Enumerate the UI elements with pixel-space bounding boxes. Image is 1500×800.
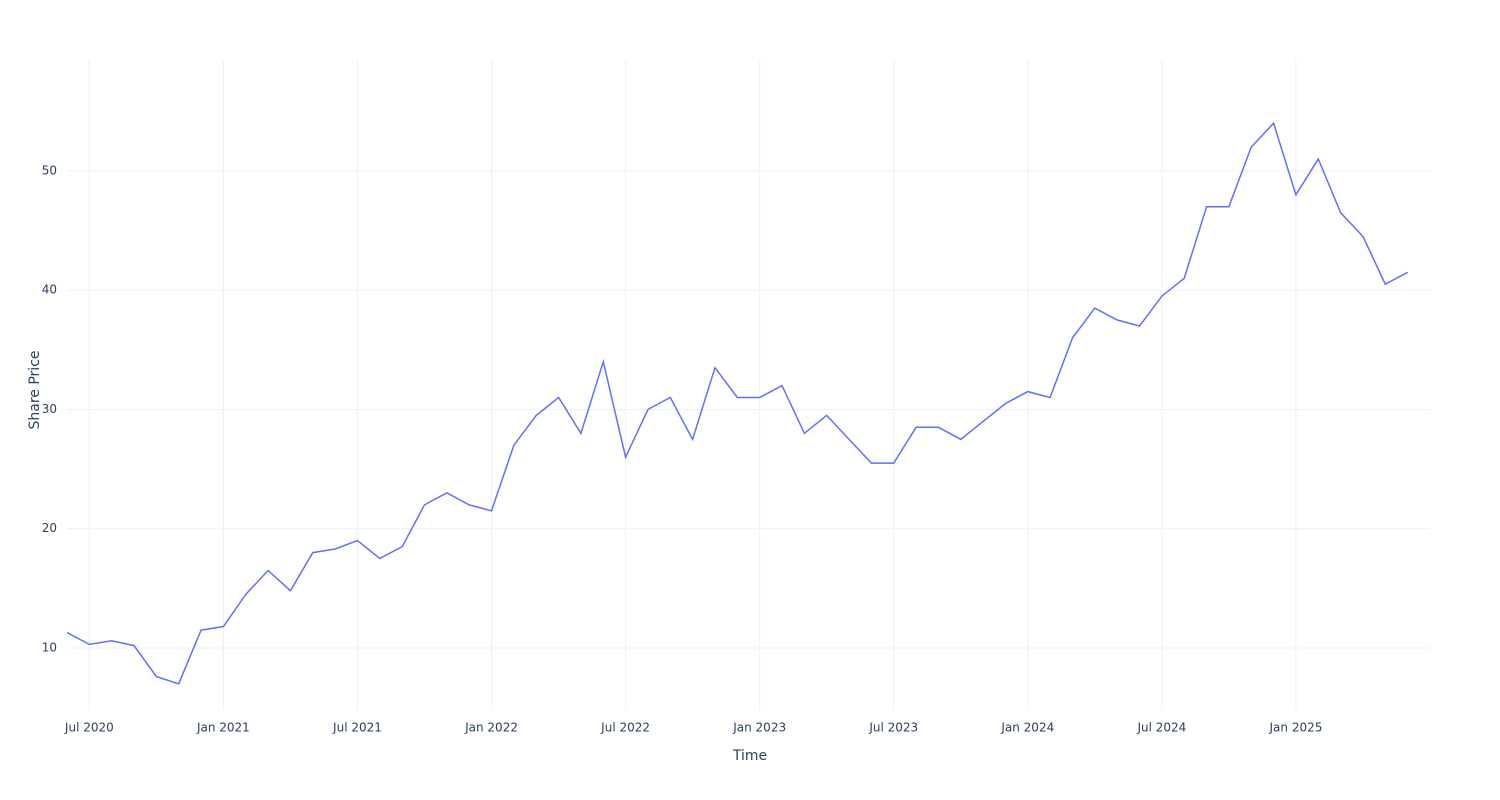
x-tick-label: Jul 2023 bbox=[868, 721, 918, 735]
x-tick-label: Jul 2021 bbox=[332, 721, 382, 735]
x-tick-label: Jan 2025 bbox=[1269, 721, 1323, 735]
x-tick-label: Jul 2024 bbox=[1136, 721, 1186, 735]
y-tick-label: 40 bbox=[42, 283, 57, 297]
x-tick-label: Jan 2022 bbox=[464, 721, 518, 735]
x-tick-label: Jan 2021 bbox=[196, 721, 250, 735]
x-tick-label: Jul 2020 bbox=[64, 721, 114, 735]
y-tick-label: 20 bbox=[42, 521, 57, 535]
x-tick-label: Jul 2022 bbox=[600, 721, 650, 735]
x-axis-label: Time bbox=[732, 748, 767, 764]
x-tick-label: Jan 2023 bbox=[732, 721, 786, 735]
y-tick-label: 30 bbox=[42, 402, 57, 416]
y-tick-label: 10 bbox=[42, 640, 57, 654]
line-series bbox=[66, 121, 1409, 685]
y-axis-label: Share Price bbox=[27, 350, 43, 429]
x-tick-label: Jan 2024 bbox=[1000, 721, 1054, 735]
y-tick-label: 50 bbox=[42, 163, 57, 177]
